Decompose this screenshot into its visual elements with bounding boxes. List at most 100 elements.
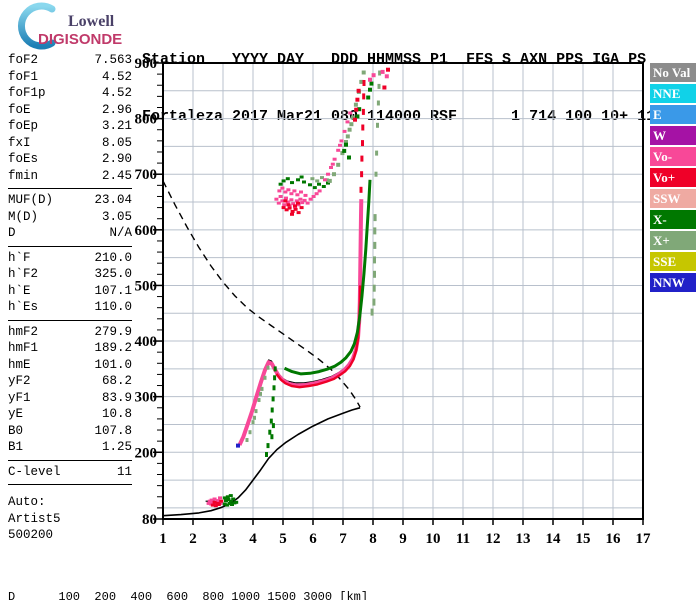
parameter-value: 83.9 [101, 390, 132, 405]
status-color-legend: No Val NNE E W Vo- Vo+ SSW X- X+ SSE NNW [650, 63, 696, 294]
parameter-row: h`F 210.0 [8, 250, 132, 267]
parameter-value: 10.8 [101, 407, 132, 421]
parameter-label: h`Es [8, 300, 39, 314]
parameter-row: B1 1.25 [8, 439, 132, 456]
x-axis: 1 2 3 4 5 6 7 8 9 10 11 12 13 14 15 16 17 [159, 519, 651, 547]
parameter-label: M(D) [8, 209, 39, 224]
series-second-hop-cluster-red [281, 199, 304, 216]
parameter-row: MUF(D) 23.04 [8, 192, 132, 209]
parameter-row: C-level 11 [8, 464, 132, 481]
parameter-row: Artist5 [8, 511, 132, 528]
parameter-row: h`E 107.1 [8, 283, 132, 300]
parameter-value: 11 [116, 464, 132, 479]
y-axis-tick-label: 400 [135, 334, 158, 350]
y-axis-tick-label: 500 [135, 278, 158, 294]
legend-item-nnw: NNW [650, 273, 696, 292]
series-top-right-red [382, 67, 390, 90]
parameter-row: hmF1 189.2 [8, 340, 132, 357]
parameter-label: fxI [8, 135, 31, 150]
series-second-hop-cluster-green [278, 175, 330, 190]
parameter-value: 107.1 [94, 283, 132, 298]
series-second-hop-rise-red [353, 88, 361, 122]
parameter-value: 3.05 [101, 209, 132, 224]
parameter-label: Artist5 [8, 511, 61, 526]
x-axis-tick-label: 5 [279, 531, 287, 547]
y-axis-tick-label: 800 [135, 112, 158, 128]
parameter-row: h`F2 325.0 [8, 266, 132, 283]
x-axis-tick-label: 1 [159, 531, 167, 547]
footer-distance-row: D 100 200 400 600 800 1000 1500 3000 [km… [8, 590, 369, 600]
x-axis-tick-label: 2 [189, 531, 197, 547]
x-axis-tick-label: 6 [309, 531, 317, 547]
x-axis-tick-label: 16 [606, 531, 622, 547]
legend-item-e: E [650, 105, 696, 124]
panel-separator [8, 484, 132, 485]
panel-separator [8, 319, 132, 321]
x-axis-tick-label: 7 [339, 531, 347, 547]
parameter-label: yF2 [8, 374, 31, 388]
series-x-asymptote-lightgreen-high [374, 70, 382, 177]
legend-item-vo-: Vo+ [650, 168, 696, 187]
legend-item-x-: X- [650, 210, 696, 229]
legend-item-vo-: Vo- [650, 147, 696, 166]
series-top-right-pink [368, 69, 389, 82]
x-axis-tick-label: 9 [399, 531, 407, 547]
parameter-row: foE 2.96 [8, 102, 132, 119]
parameter-value: 210.0 [94, 250, 132, 265]
parameter-label: B0 [8, 423, 24, 438]
legend-item-sse: SSE [650, 252, 696, 271]
y-axis-tick-label: 700 [135, 167, 158, 183]
series-second-hop-cluster-pink [274, 186, 322, 209]
parameter-label: h`F2 [8, 267, 39, 281]
legend-item-ssw: SSW [650, 189, 696, 208]
parameter-row: fmin 2.45 [8, 168, 132, 185]
parameter-value: 101.0 [94, 357, 132, 372]
parameter-label: yE [8, 407, 24, 421]
parameter-row: foEs 2.90 [8, 151, 132, 168]
parameter-label: hmE [8, 357, 31, 372]
parameter-label: hmF1 [8, 341, 39, 355]
parameter-value: 2.96 [101, 102, 132, 117]
y-axis-tick-label: 600 [135, 223, 158, 239]
parameter-value: 2.45 [101, 168, 132, 183]
footer: D 100 200 400 600 800 1000 1500 3000 [km… [8, 552, 691, 600]
parameter-value: 68.2 [101, 374, 132, 388]
parameter-label: 500200 [8, 528, 54, 542]
parameter-value: 4.52 [101, 86, 132, 100]
lowell-digisonde-logo: Lowell DIGISONDE [18, 2, 122, 50]
parameter-value: 325.0 [94, 267, 132, 281]
parameter-label: fmin [8, 168, 39, 183]
parameter-label: foEp [8, 119, 39, 133]
x-axis-tick-label: 4 [249, 531, 257, 547]
parameter-row: h`Es 110.0 [8, 299, 132, 316]
parameter-value: 3.21 [101, 119, 132, 133]
parameter-row: hmE 101.0 [8, 357, 132, 374]
parameter-row: foEp 3.21 [8, 118, 132, 135]
series-f-trace-o-mode-red [275, 285, 362, 389]
parameter-label: yF1 [8, 390, 31, 405]
x-axis-tick-label: 12 [486, 531, 501, 547]
parameter-row: yF1 83.9 [8, 390, 132, 407]
chart-gridlines [163, 63, 643, 519]
parameter-value: N/A [109, 226, 132, 240]
legend-item-x-: X+ [650, 231, 696, 250]
logo-digisonde-text: DIGISONDE [38, 31, 122, 48]
parameter-row: hmF2 279.9 [8, 324, 132, 341]
series-x-rise-lightgreen [245, 365, 270, 442]
parameter-label: MUF(D) [8, 193, 54, 207]
legend-item-no-val: No Val [650, 63, 696, 82]
parameter-value: 8.05 [101, 135, 132, 150]
y-axis-tick-label: 900 [135, 56, 158, 72]
parameter-value: 4.52 [101, 69, 132, 84]
parameter-label: foF2 [8, 53, 39, 67]
y-axis-tick-label: 80 [142, 512, 157, 528]
parameter-label: D [8, 226, 16, 240]
logo-lowell-text: Lowell [68, 13, 115, 30]
parameter-row: fxI 8.05 [8, 135, 132, 152]
parameter-row: yE 10.8 [8, 406, 132, 423]
x-axis-tick-label: 8 [369, 531, 377, 547]
x-axis-tick-label: 3 [219, 531, 227, 547]
parameter-value: 107.8 [94, 423, 132, 438]
series-second-hop-rise-pink [323, 111, 353, 182]
